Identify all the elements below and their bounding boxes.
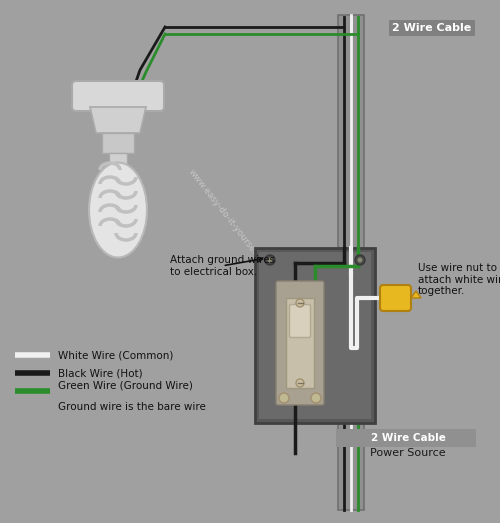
FancyBboxPatch shape (72, 81, 164, 111)
Circle shape (265, 255, 275, 265)
Circle shape (296, 299, 304, 307)
Bar (338, 15, 364, 248)
Circle shape (268, 257, 272, 263)
Text: www.easy-do-it-yourself-home-improvements.com: www.easy-do-it-yourself-home-improvement… (186, 167, 334, 353)
Circle shape (355, 255, 365, 265)
Text: White Wire (Common): White Wire (Common) (58, 350, 174, 360)
Circle shape (296, 379, 304, 387)
Polygon shape (411, 291, 421, 298)
Text: 2 Wire Cable: 2 Wire Cable (392, 23, 471, 33)
Polygon shape (90, 107, 146, 133)
Circle shape (311, 393, 321, 403)
FancyBboxPatch shape (380, 285, 411, 311)
Text: Green Wire (Ground Wire): Green Wire (Ground Wire) (58, 381, 193, 391)
Text: Black Wire (Hot): Black Wire (Hot) (58, 368, 142, 378)
Text: Power Source: Power Source (370, 448, 446, 458)
Circle shape (358, 257, 362, 263)
Text: Ground wire is the bare wire: Ground wire is the bare wire (58, 402, 206, 412)
Text: 2 Wire Cable: 2 Wire Cable (370, 433, 446, 443)
Bar (109, 153, 127, 168)
Bar (338, 418, 364, 510)
Ellipse shape (89, 163, 147, 257)
Text: Use wire nut to
attach white wires
together.: Use wire nut to attach white wires toget… (418, 263, 500, 296)
Bar (286, 298, 314, 388)
Bar (102, 133, 134, 153)
FancyBboxPatch shape (290, 304, 310, 337)
Circle shape (279, 393, 289, 403)
Bar (336, 429, 476, 447)
Bar (259, 252, 371, 419)
FancyBboxPatch shape (276, 281, 324, 405)
Text: Attach ground wires
to electrical box.: Attach ground wires to electrical box. (170, 255, 275, 277)
Bar (255, 248, 375, 423)
